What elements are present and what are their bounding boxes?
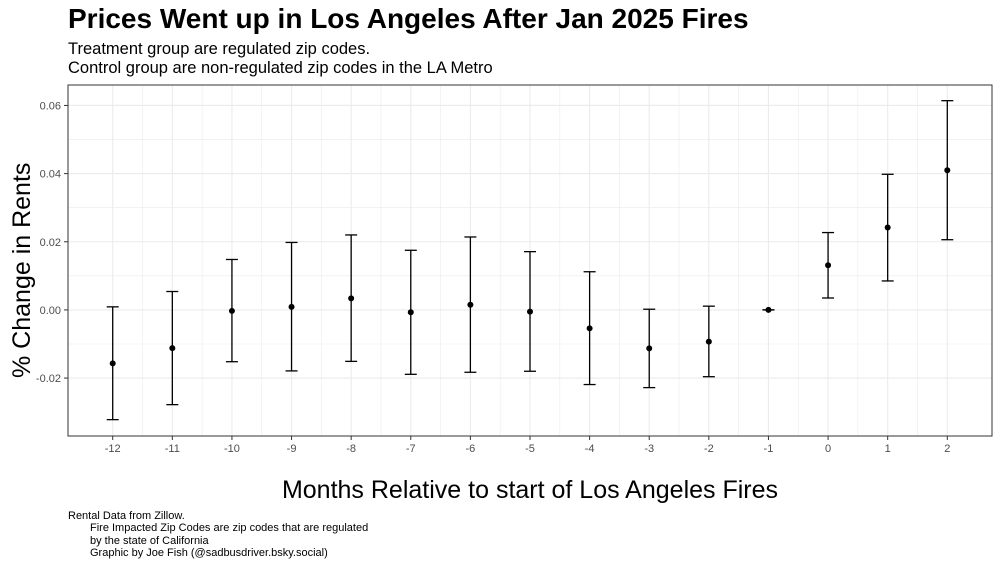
x-tick-label: 2 (944, 443, 950, 455)
x-axis-label: Months Relative to start of Los Angeles … (281, 476, 779, 504)
caption-line-1: Rental Data from Zillow. (68, 510, 185, 522)
caption-line-4: Graphic by Joe Fish (@sadbusdriver.bsky.… (90, 547, 328, 560)
data-point (467, 301, 474, 308)
data-point (109, 360, 116, 367)
chart-title: Prices Went up in Los Angeles After Jan … (68, 3, 749, 34)
chart-subtitle: Treatment group are regulated zip codes.… (68, 40, 493, 78)
x-tick-label: -1 (764, 443, 774, 455)
caption-line-3: by the state of California (90, 534, 209, 547)
x-tick-label: -7 (406, 443, 416, 455)
y-tick-label: 0.00 (40, 305, 61, 317)
data-point (288, 303, 295, 310)
x-tick-label: -9 (287, 443, 297, 455)
x-tick-label: -3 (644, 443, 654, 455)
x-tick-label: -10 (224, 443, 240, 455)
data-point (348, 295, 355, 302)
data-point (765, 306, 772, 313)
data-point (944, 167, 951, 174)
y-tick-label: 0.02 (40, 237, 61, 249)
subtitle-line-2: Control group are non-regulated zip code… (68, 59, 493, 77)
data-point (825, 262, 832, 269)
data-point (407, 309, 414, 316)
data-point (646, 345, 653, 352)
x-tick-label: -6 (465, 443, 475, 455)
chart-caption: Rental Data from Zillow. Fire Impacted Z… (68, 510, 368, 560)
x-tick-label: -12 (105, 443, 121, 455)
x-tick-label: -2 (704, 443, 714, 455)
x-tick-label: -4 (585, 443, 595, 455)
data-point (228, 307, 235, 314)
y-axis-label: % Change in Rents (8, 162, 36, 378)
data-point (586, 325, 593, 332)
y-tick-label: 0.04 (40, 169, 61, 181)
data-point (169, 345, 176, 352)
data-point (527, 308, 533, 315)
subtitle-line-1: Treatment group are regulated zip codes. (68, 40, 371, 58)
y-tick-label: -0.02 (36, 373, 61, 385)
x-tick-label: -5 (525, 443, 535, 455)
x-tick-label: 1 (885, 443, 891, 455)
data-point (884, 224, 891, 231)
y-tick-label: 0.06 (40, 100, 61, 112)
x-tick-label: -8 (346, 443, 356, 455)
x-tick-label: -11 (165, 443, 180, 455)
x-tick-label: 0 (825, 443, 831, 455)
data-point (705, 338, 712, 345)
caption-line-2: Fire Impacted Zip Codes are zip codes th… (90, 522, 369, 535)
